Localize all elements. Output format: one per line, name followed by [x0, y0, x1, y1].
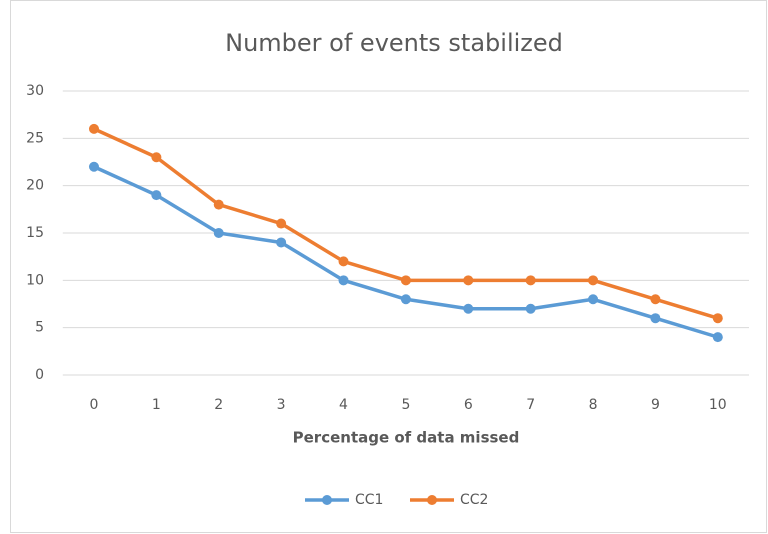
point	[588, 275, 599, 286]
point	[525, 275, 536, 286]
point	[338, 256, 349, 267]
x-tick-label: 6	[464, 397, 473, 413]
point	[88, 123, 99, 134]
y-tick-label: 15	[26, 225, 44, 241]
point	[463, 275, 474, 286]
point	[400, 294, 411, 305]
point	[151, 152, 162, 163]
point	[213, 199, 224, 210]
y-tick-label: 0	[35, 367, 44, 383]
x-tick-label: 10	[709, 397, 727, 413]
legend-marker	[427, 495, 437, 505]
x-axis-title: Percentage of data missed	[293, 429, 520, 447]
y-tick-label: 30	[26, 83, 44, 99]
point	[338, 275, 349, 286]
x-tick-label: 2	[214, 397, 223, 413]
point	[276, 218, 287, 229]
y-tick-label: 5	[35, 320, 44, 336]
x-tick-label: 9	[651, 397, 660, 413]
chart-border	[10, 0, 767, 533]
x-tick-label: 0	[90, 397, 99, 413]
x-tick-label: 8	[589, 397, 598, 413]
x-tick-label: 3	[277, 397, 286, 413]
point	[712, 332, 723, 343]
legend-label: CC1	[355, 492, 383, 508]
legend-marker	[322, 495, 332, 505]
point	[400, 275, 411, 286]
chart-title: Number of events stabilized	[225, 29, 563, 57]
point	[151, 190, 162, 201]
point	[525, 303, 536, 314]
x-tick-label: 4	[339, 397, 348, 413]
x-tick-label: 1	[152, 397, 161, 413]
y-tick-label: 25	[26, 130, 44, 146]
point	[712, 313, 723, 324]
legend-label: CC2	[460, 492, 488, 508]
point	[463, 303, 474, 314]
point	[276, 237, 287, 248]
point	[588, 294, 599, 305]
point	[213, 228, 224, 238]
point	[650, 313, 661, 324]
point	[88, 161, 99, 172]
x-tick-label: 5	[401, 397, 410, 413]
point	[650, 294, 661, 305]
x-tick-label: 7	[526, 397, 535, 413]
y-tick-label: 20	[26, 178, 44, 194]
y-tick-label: 10	[26, 272, 44, 288]
